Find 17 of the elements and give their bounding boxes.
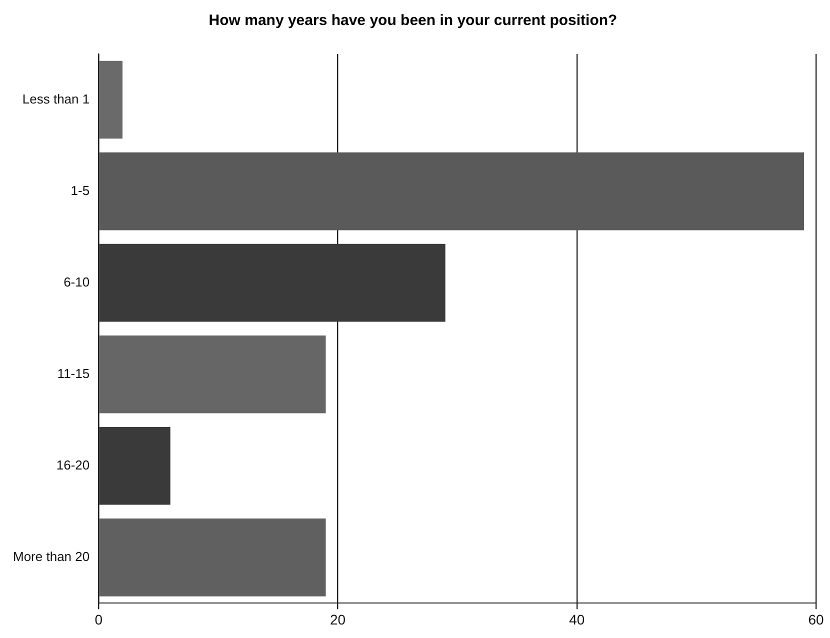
bar	[99, 60, 123, 139]
y-tick-label: 11-15	[57, 366, 90, 381]
bar	[99, 427, 170, 505]
y-tick-label: Less than 1	[22, 91, 90, 106]
bar	[99, 152, 804, 230]
x-tick-label: 40	[569, 611, 585, 628]
y-tick-label: 16-20	[56, 457, 90, 472]
bar	[99, 518, 326, 596]
x-tick-label: 60	[808, 611, 824, 628]
y-tick-label: More than 20	[12, 549, 90, 564]
bar	[99, 335, 326, 414]
y-tick-label: 6-10	[64, 274, 90, 290]
chart-title: How many years have you been in your current position?	[208, 12, 618, 30]
y-tick-label: 1-5	[70, 182, 90, 198]
bar	[99, 244, 446, 322]
x-tick-label: 0	[94, 611, 103, 628]
x-tick-label: 20	[330, 611, 346, 628]
